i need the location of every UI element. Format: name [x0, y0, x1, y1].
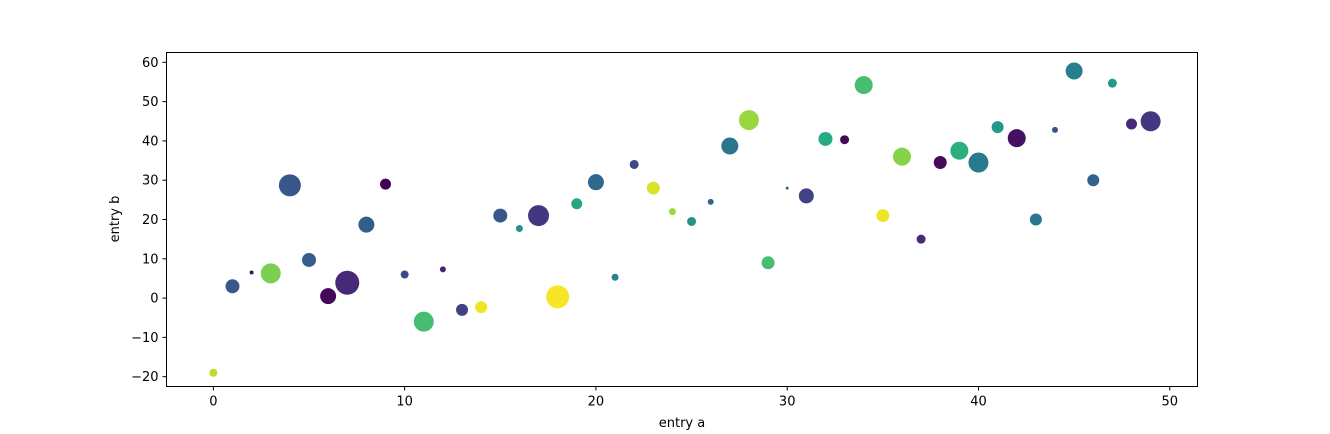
scatter-point [761, 256, 775, 270]
x-axis: 0 10 20 30 40 50 [209, 386, 1178, 410]
scatter-point [278, 174, 301, 197]
y-tick-label: 50 [142, 95, 159, 110]
scatter-point [798, 188, 814, 204]
scatter-point [1126, 118, 1138, 130]
scatter-point [707, 198, 714, 205]
scatter-point [892, 147, 911, 166]
scatter-point [876, 209, 890, 223]
scatter-point [933, 156, 947, 170]
scatter-point [738, 110, 759, 131]
y-tick-label: 10 [142, 252, 159, 267]
scatter-point [413, 311, 434, 332]
x-tick-label: 0 [209, 395, 217, 410]
y-axis: −20 −10 0 10 20 30 40 50 60 [131, 56, 167, 385]
scatter-point [587, 174, 604, 191]
scatter-point [854, 76, 873, 95]
y-tick-label: 60 [142, 56, 159, 71]
scatter-point [400, 270, 409, 279]
scatter-point [528, 205, 550, 227]
scatter-point [1065, 62, 1083, 80]
scatter-point [456, 303, 469, 316]
y-tick-label: −10 [131, 331, 158, 346]
scatter-point [818, 131, 833, 146]
scatter-point [380, 178, 392, 190]
scatter-point [475, 301, 488, 314]
y-axis-label: entry b [108, 196, 123, 243]
scatter-point [358, 216, 375, 233]
scatter-point [546, 285, 570, 309]
x-tick-label: 10 [396, 395, 413, 410]
scatter-point [249, 270, 254, 275]
y-tick-label: 30 [142, 174, 159, 189]
scatter-point [225, 279, 240, 294]
scatter-point [335, 270, 360, 295]
scatter-point [1051, 126, 1058, 133]
y-tick-label: 40 [142, 134, 159, 149]
scatter-point [991, 121, 1004, 134]
scatter-point [687, 216, 697, 226]
scatter-point [916, 234, 926, 244]
scatter-point [320, 288, 337, 305]
x-tick-label: 30 [779, 395, 796, 410]
scatter-point [1107, 78, 1117, 88]
scatter-point [1029, 213, 1042, 226]
scatter-point [1087, 174, 1100, 187]
scatter-point [721, 137, 739, 155]
y-tick-label: 0 [150, 292, 158, 307]
x-axis-label: entry a [659, 416, 705, 431]
scatter-point [260, 263, 281, 284]
points-layer [209, 62, 1161, 377]
scatter-point [646, 181, 660, 195]
scatter-point [611, 273, 619, 281]
scatter-point [493, 208, 508, 223]
y-tick-label: −20 [131, 370, 158, 385]
x-tick-label: 20 [588, 395, 605, 410]
scatter-point [439, 266, 446, 273]
scatter-point [668, 208, 676, 216]
scatter-point [840, 135, 850, 145]
scatter-point [629, 159, 639, 169]
scatter-point [302, 252, 317, 267]
scatter-point [968, 152, 989, 173]
scatter-point [571, 198, 583, 210]
x-tick-label: 40 [970, 395, 987, 410]
scatter-point [785, 186, 789, 190]
x-tick-label: 50 [1161, 395, 1178, 410]
y-tick-label: 20 [142, 213, 159, 228]
scatter-point [515, 225, 523, 233]
scatter-point [950, 141, 969, 160]
scatter-point [1140, 111, 1161, 132]
scatter-point [209, 368, 218, 377]
scatter-point [1007, 129, 1026, 148]
